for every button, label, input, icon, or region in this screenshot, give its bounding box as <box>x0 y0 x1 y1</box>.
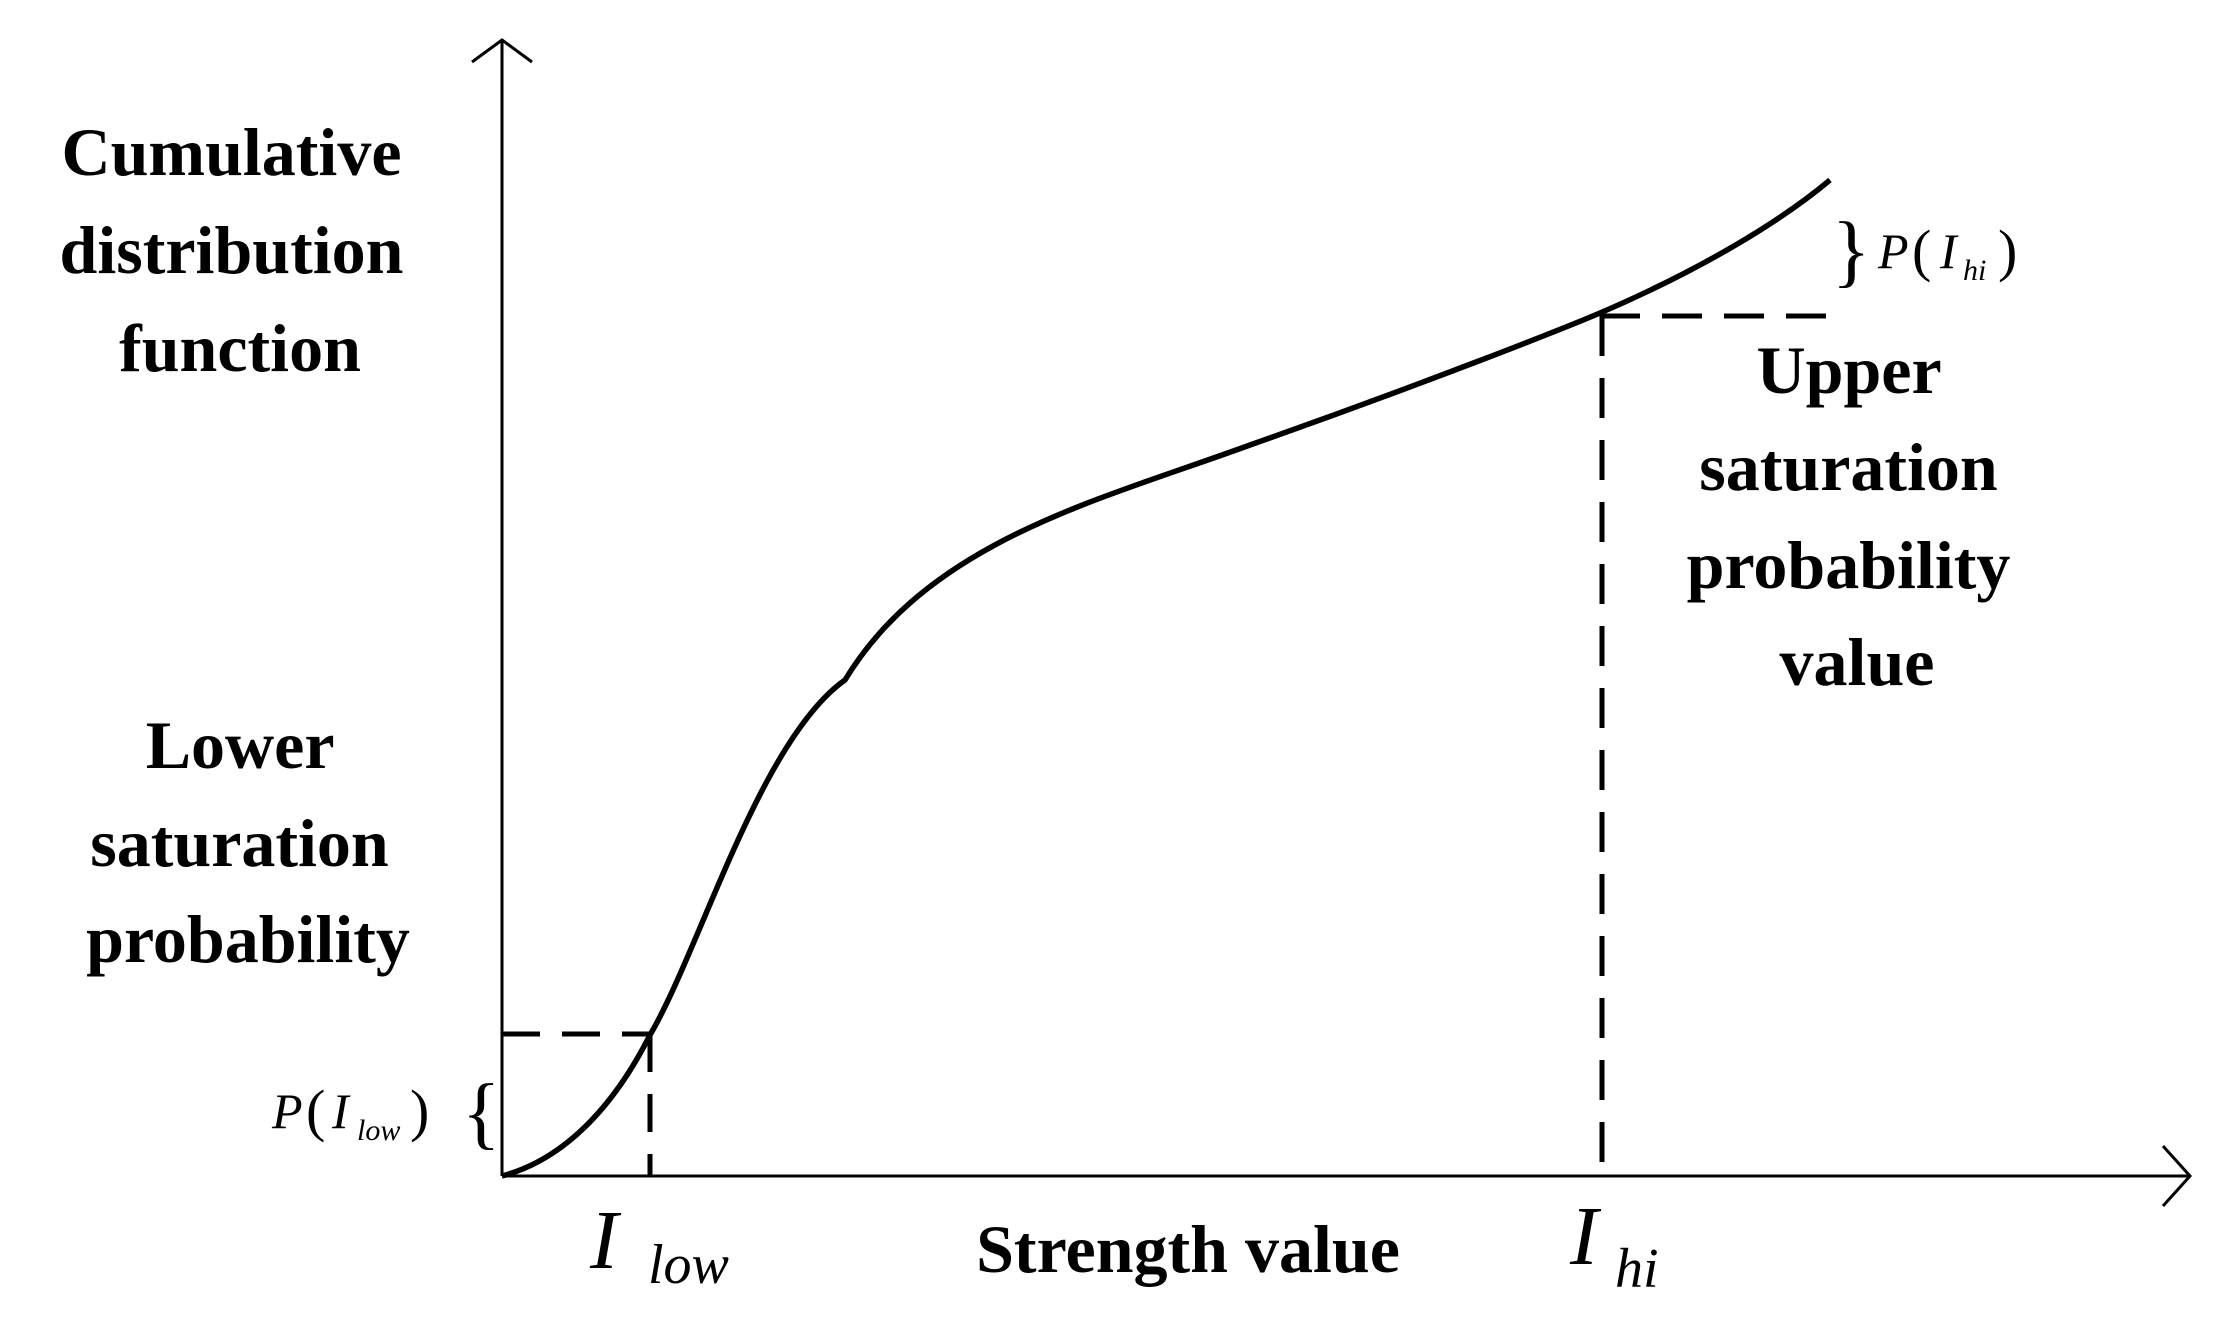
p-low-i: I <box>331 1083 351 1139</box>
p-hi-brace: } <box>1832 207 1870 295</box>
p-hi-close: ) <box>1998 218 2017 283</box>
tick-i-hi-sub: hi <box>1615 1238 1659 1300</box>
p-low-open: ( <box>306 1078 325 1143</box>
lower-label-line: saturation <box>90 805 388 881</box>
p-low-sub: low <box>357 1114 400 1147</box>
upper-label-line: Upper <box>1757 332 1941 408</box>
tick-i-low-main: I <box>589 1194 622 1287</box>
upper-label-line: saturation <box>1699 429 1997 505</box>
p-i-hi-label: } P ( I hi ) <box>1832 207 2017 295</box>
y-axis-arrowhead <box>471 38 533 64</box>
lower-label-line: probability <box>86 901 410 977</box>
p-hi-open: ( <box>1912 218 1931 283</box>
p-low-p: P <box>271 1083 303 1139</box>
p-hi-p: P <box>1877 223 1909 279</box>
p-i-low-label: P ( I low ) { <box>271 1069 500 1157</box>
x-axis-arrowhead <box>2161 1144 2193 1208</box>
y-axis-label-line: distribution <box>60 212 404 288</box>
tick-i-hi-main: I <box>1569 1190 1602 1283</box>
y-axis-label: Cumulative distribution function <box>60 114 421 386</box>
lower-saturation-label: Lower saturation probability <box>86 707 410 977</box>
p-hi-sub: hi <box>1963 254 1986 287</box>
upper-label-line: probability <box>1687 527 2011 603</box>
p-hi-i: I <box>1939 223 1959 279</box>
x-axis-label: Strength value <box>976 1211 1400 1287</box>
tick-i-hi: I hi <box>1569 1190 1659 1300</box>
upper-label-line: value <box>1780 624 1935 700</box>
y-axis-label-line: Cumulative <box>62 114 402 190</box>
cdf-curve <box>501 177 1832 1179</box>
tick-i-low: I low <box>589 1194 729 1296</box>
lower-label-line: Lower <box>146 707 334 783</box>
p-low-brace: { <box>462 1069 500 1157</box>
p-low-close: ) <box>410 1078 429 1143</box>
y-axis-label-line: function <box>119 310 361 386</box>
tick-i-low-sub: low <box>648 1234 729 1296</box>
upper-saturation-label: Upper saturation probability value <box>1687 332 2028 700</box>
